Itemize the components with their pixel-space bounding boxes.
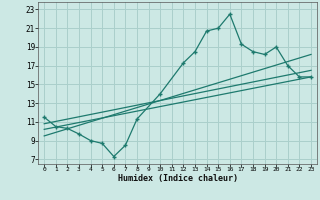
X-axis label: Humidex (Indice chaleur): Humidex (Indice chaleur) (118, 174, 238, 183)
